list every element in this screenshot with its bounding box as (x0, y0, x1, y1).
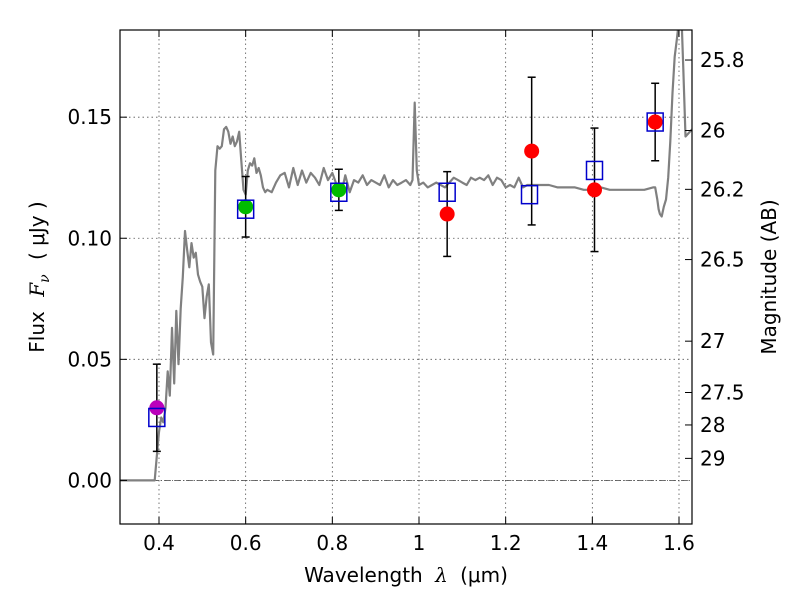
y-axis-label: Flux Fν ( μJy ) (25, 201, 54, 352)
x-tick-label: 0.8 (316, 531, 348, 555)
model-point (148, 407, 166, 428)
observed-point-JH (587, 182, 602, 198)
x-tick-label: 0.4 (143, 531, 175, 555)
y2-tick-label: 26.2 (700, 177, 745, 201)
observed-points (149, 114, 663, 416)
x-tick-label: 1.6 (663, 531, 695, 555)
x-tick-label: 0.6 (230, 531, 262, 555)
x-tick-label: 1 (413, 531, 426, 555)
model-point (438, 182, 456, 202)
model-point (330, 182, 348, 202)
y2-axis-label: Magnitude (AB) (757, 199, 781, 354)
model-point (520, 184, 539, 205)
observed-point-H (647, 114, 663, 130)
observed-point-V (238, 199, 254, 215)
y-axis-ticks: 0.00 0.05 0.10 0.15 (67, 105, 127, 492)
y-tick-label: 0.15 (67, 105, 112, 129)
y2-tick-label: 26.5 (700, 248, 745, 272)
grid (120, 30, 692, 524)
y2-axis-ticks: 25.8 26 26.2 26.5 27 27.5 28 29 (685, 48, 745, 470)
y-axis-label-unit: ( μJy ) (25, 201, 49, 260)
observed-point-Y (439, 206, 455, 222)
y-tick-label: 0.00 (67, 468, 112, 492)
y2-tick-label: 28 (700, 413, 725, 437)
model-point (236, 199, 255, 219)
x-axis-label-unit: (μm) (460, 563, 508, 587)
y2-tick-label: 27.5 (700, 381, 745, 405)
y2-tick-label: 27 (700, 329, 725, 353)
model-point (585, 160, 604, 181)
y-axis-label-symbol: F (25, 282, 49, 298)
observed-point-I (331, 182, 347, 198)
y-axis-label-subscript: ν (37, 274, 53, 283)
y-tick-label: 0.10 (67, 226, 112, 250)
x-axis-label-symbol: λ (434, 563, 448, 587)
model-point (646, 112, 664, 132)
x-tick-label: 1.4 (576, 531, 608, 555)
model-spectrum-line (120, 30, 692, 482)
x-axis-label: Wavelength λ (μm) (304, 563, 508, 587)
x-axis-ticks: 0.4 0.6 0.8 1 1.2 1.4 1.6 (143, 30, 695, 555)
y2-tick-label: 25.8 (700, 48, 745, 72)
y-tick-label: 0.05 (67, 347, 112, 371)
y-axis-label-prefix: Flux (25, 311, 49, 353)
observed-point-J (524, 143, 540, 159)
y2-tick-label: 26 (700, 118, 725, 142)
x-axis-label-prefix: Wavelength (304, 563, 423, 587)
x-tick-label: 1.2 (490, 531, 522, 555)
plot-frame (119, 29, 693, 525)
model-points (148, 112, 664, 428)
y2-tick-label: 29 (700, 446, 725, 470)
